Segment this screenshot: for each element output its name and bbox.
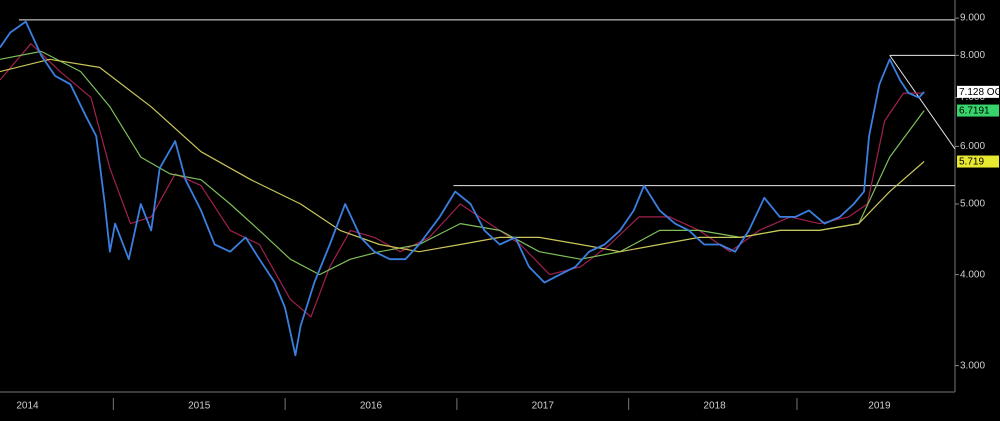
last-value-box <box>957 85 999 98</box>
y-tick-label: 8.000 <box>960 50 985 61</box>
x-tick-label: 2016 <box>360 401 383 412</box>
x-tick-label: 2017 <box>532 401 555 412</box>
last-value-label: 6.7191 <box>959 106 990 117</box>
y-tick-label: 5.000 <box>960 199 985 210</box>
last-value-label: 7.128 OGZ <box>959 87 1000 98</box>
last-value-label: 5.719 <box>959 157 984 168</box>
y-tick-label: 4.000 <box>960 269 985 280</box>
y-tick-label: 3.000 <box>960 360 985 371</box>
x-tick-label: 2018 <box>703 401 726 412</box>
moving-average <box>0 58 925 253</box>
moving-average <box>0 43 925 318</box>
trend-line <box>889 55 956 150</box>
last-value-box <box>957 104 999 117</box>
price-line <box>0 20 925 357</box>
y-tick-label: 6.000 <box>960 141 985 152</box>
x-tick-label: 2015 <box>188 401 211 412</box>
x-tick-label: 2019 <box>868 401 891 412</box>
y-tick-label: 9.000 <box>960 13 985 24</box>
last-value-box <box>957 155 999 168</box>
moving-average <box>0 50 925 276</box>
x-tick-label: 2014 <box>16 401 39 412</box>
